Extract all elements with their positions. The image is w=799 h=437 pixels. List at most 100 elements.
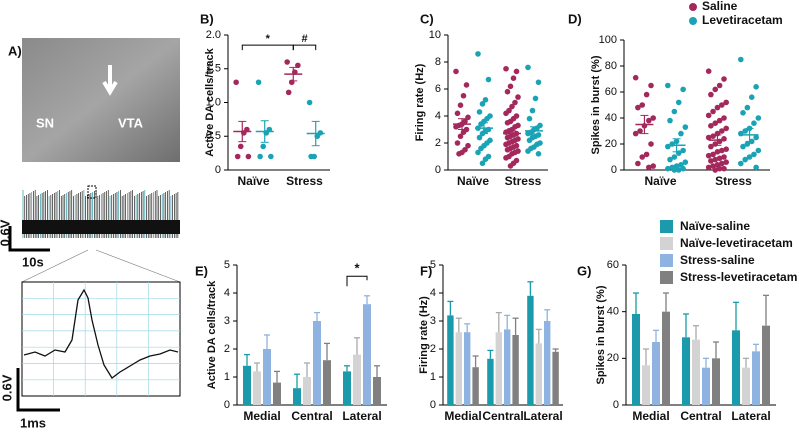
data-point	[710, 151, 716, 158]
legend-marker	[689, 3, 697, 11]
data-point	[708, 143, 714, 150]
y-axis-label: Firing rate (Hz)	[418, 296, 430, 374]
bar	[732, 330, 740, 405]
bar	[544, 321, 551, 405]
data-point	[712, 86, 719, 93]
data-point	[525, 148, 531, 154]
data-point	[255, 79, 262, 86]
bar	[303, 377, 311, 405]
data-point	[456, 151, 462, 157]
data-point	[257, 153, 263, 160]
data-point	[705, 112, 712, 119]
data-point	[535, 79, 542, 86]
data-point	[742, 156, 748, 163]
y-tick-label: 0	[613, 399, 619, 411]
data-point	[465, 142, 471, 149]
y-tick-label: 1.5	[206, 63, 221, 75]
y-tick-label: 5	[224, 259, 230, 271]
y-tick-label: 20	[605, 138, 617, 150]
data-point	[678, 130, 684, 137]
panel-label: G)	[577, 263, 591, 278]
data-point	[716, 82, 723, 89]
data-point	[643, 151, 650, 158]
data-point	[723, 125, 729, 132]
scale-label: 0.6V	[0, 219, 12, 246]
data-point	[751, 151, 757, 158]
y-tick-label: 1	[430, 371, 436, 383]
annotation: #	[301, 33, 307, 45]
legend-label: Naïve-saline	[680, 219, 750, 233]
data-point	[680, 165, 686, 172]
y-tick-label: 3	[224, 315, 230, 327]
panel-label: B)	[200, 11, 214, 26]
data-point	[510, 75, 517, 81]
panel-label: D)	[568, 11, 582, 26]
data-point	[260, 143, 266, 150]
data-point	[234, 153, 241, 160]
data-point	[716, 155, 723, 162]
bar	[702, 367, 710, 405]
image-label: VTA	[118, 115, 144, 130]
data-point	[753, 84, 759, 90]
data-point	[306, 99, 313, 106]
data-point	[719, 160, 725, 167]
data-point	[453, 124, 459, 130]
data-point	[719, 147, 725, 154]
bar	[273, 382, 281, 405]
data-point	[639, 102, 646, 108]
data-point	[671, 167, 678, 173]
y-axis-label: Spikes in burst (%)	[590, 55, 602, 154]
bar	[652, 342, 660, 405]
panel-label: A)	[8, 43, 22, 58]
zoom-grid	[22, 282, 180, 396]
data-point	[748, 94, 755, 100]
data-point	[667, 156, 673, 163]
data-point	[245, 153, 252, 160]
data-point	[637, 128, 643, 134]
data-point	[721, 76, 727, 82]
data-point	[742, 128, 748, 134]
data-point	[285, 89, 292, 96]
data-point	[308, 153, 314, 160]
bar	[464, 332, 471, 405]
y-axis-label: Active DA cells/track	[206, 280, 218, 389]
image-label: SN	[36, 115, 54, 130]
data-point	[485, 76, 492, 83]
significance-bracket	[241, 44, 294, 51]
y-tick-label: 0.5	[206, 130, 221, 142]
legend-label: Levetiracetam	[702, 13, 783, 27]
data-point	[504, 134, 511, 141]
data-point	[738, 56, 744, 63]
bar	[682, 337, 690, 405]
zoom-marker	[87, 185, 97, 199]
y-tick-label: 10	[429, 29, 441, 41]
data-point	[532, 95, 539, 102]
data-point	[667, 117, 673, 124]
zoom-trace	[23, 288, 179, 379]
data-point	[665, 165, 671, 172]
y-tick-label: 2	[430, 343, 436, 355]
scale-bar	[16, 368, 60, 412]
data-point	[635, 160, 641, 167]
y-tick-label: 1	[224, 371, 230, 383]
legend-marker	[660, 271, 673, 284]
y-tick-label: 2	[224, 343, 230, 355]
x-tick-label: Central	[680, 409, 721, 423]
y-tick-label: 4	[224, 287, 230, 299]
bar	[692, 339, 700, 405]
data-point	[719, 128, 725, 134]
data-point	[714, 149, 721, 155]
bar	[495, 332, 502, 405]
data-point	[648, 141, 654, 147]
bar	[762, 325, 770, 405]
x-tick-label: Stress	[715, 174, 752, 188]
bar	[263, 349, 271, 405]
bar	[447, 315, 454, 405]
data-point	[475, 51, 481, 57]
annotation: *	[266, 33, 271, 45]
data-point	[646, 164, 652, 171]
y-tick-label: 100	[599, 34, 617, 46]
data-point	[479, 160, 486, 167]
data-point	[526, 137, 533, 144]
data-point	[457, 133, 464, 140]
